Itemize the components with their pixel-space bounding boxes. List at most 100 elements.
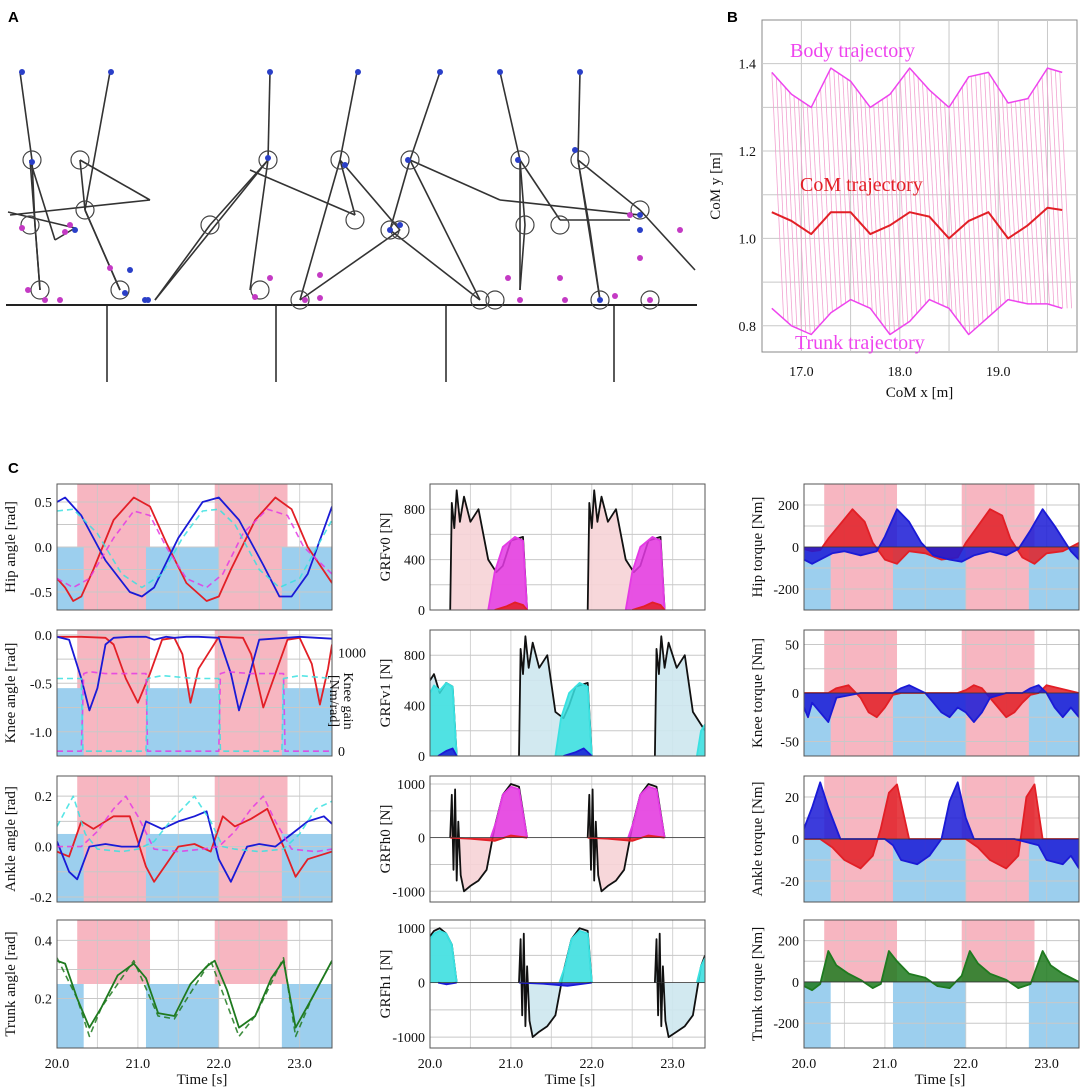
body-link-line	[1054, 70, 1068, 309]
limb-segment	[249, 169, 356, 216]
marker-blue	[637, 212, 643, 218]
body-link-line	[970, 76, 984, 322]
stance-left-band	[57, 984, 84, 1048]
body-link-line	[930, 91, 944, 306]
joint-ring	[400, 150, 420, 170]
marker-blue	[437, 69, 443, 75]
body-link-line	[1019, 100, 1033, 304]
marker-magenta	[647, 297, 653, 303]
body-link-line	[1050, 69, 1064, 309]
plot-c-ankle-torque: 20 0 -20 Ankle torque [Nm]	[750, 775, 1080, 903]
body-link-line	[868, 106, 882, 323]
marker-magenta	[317, 272, 323, 278]
marker-blue	[72, 227, 78, 233]
series-line-toe	[430, 682, 458, 756]
y-tick-label: -1.0	[30, 726, 52, 741]
stance-right-band	[214, 776, 288, 902]
y-tick-label: -200	[773, 1017, 799, 1032]
series-fill-left	[804, 782, 1079, 869]
plot-c-ankle-angle: 0.2 0.0 -0.2 Ankle angle [rad]	[3, 775, 333, 906]
y-tick-label: 0	[792, 541, 799, 556]
series-line-toe	[430, 930, 458, 983]
body-link-line	[860, 94, 873, 311]
marker-blue	[387, 227, 393, 233]
y-tick-label: 0	[792, 976, 799, 991]
joint-ring	[110, 280, 130, 300]
body-link-line	[895, 86, 909, 323]
limb-segment	[299, 229, 401, 301]
series-line-total-2	[518, 927, 593, 1038]
y2-tick-label: 0	[338, 745, 345, 760]
joint-ring	[200, 215, 220, 235]
series-line-toe-3	[696, 957, 705, 983]
y-tick-label: 0.2	[35, 790, 53, 805]
marker-magenta	[637, 255, 643, 261]
series-line-left-gain	[57, 674, 332, 752]
series-line-right-gain	[57, 670, 332, 752]
joint-ring	[515, 215, 535, 235]
y-tick-label: -0.2	[30, 891, 52, 906]
marker-blue	[145, 297, 151, 303]
body-link-line	[913, 72, 926, 304]
series-trunk-trajectory	[771, 298, 1063, 336]
y-tick-label: -50	[780, 735, 799, 750]
body-link-line	[984, 73, 997, 311]
body-link-line	[780, 82, 793, 327]
plot-area	[804, 484, 1079, 610]
joint-ring	[380, 220, 400, 240]
body-link-line	[891, 92, 904, 326]
y-axis-label: Knee angle [rad]	[3, 643, 19, 744]
y-tick-label: 200	[778, 499, 799, 514]
series-line-toe-3	[696, 724, 705, 756]
y-axis-label: Ankle torque [Nm]	[750, 782, 766, 897]
y-axis-label: GRFh1 [N]	[378, 950, 394, 1019]
y-tick-label: 1.2	[739, 145, 757, 160]
series-fill-total-3	[654, 636, 705, 756]
body-link-line	[917, 77, 931, 300]
series-fill-toe-2	[625, 536, 665, 610]
series-fill-toe	[490, 786, 528, 838]
body-link-line	[953, 100, 966, 330]
body-link-line	[1006, 100, 1019, 302]
marker-blue	[108, 69, 114, 75]
series-line-heel-2	[518, 981, 592, 987]
body-link-line	[846, 78, 860, 304]
body-link-line	[1032, 90, 1046, 304]
stance-left-band	[804, 981, 831, 1048]
limb-segment	[339, 71, 358, 161]
marker-blue	[342, 162, 348, 168]
gait-analysis-grid: 0.5 0.0 -0.5 Hip angle [rad] 0.0 -0.5 -1.0 1000…	[3, 483, 1080, 1072]
limb-segment	[577, 71, 581, 161]
x-tick-label: 22.0	[580, 1057, 605, 1072]
body-link-line	[1028, 97, 1041, 304]
x-tick-label: 22.0	[207, 1057, 232, 1072]
joint-ring	[258, 150, 278, 170]
y-tick-label: 0.0	[35, 841, 53, 856]
plot-c-hip-angle: 0.5 0.0 -0.5 Hip angle [rad]	[3, 483, 333, 611]
body-link-line	[811, 106, 824, 321]
series-fill-toe-2	[555, 682, 592, 756]
body-link-line	[899, 80, 913, 319]
limb-segment	[499, 199, 641, 216]
y-tick-label: 0.4	[35, 934, 53, 949]
body-link-line	[824, 79, 838, 309]
plot-frame	[56, 775, 333, 903]
series-line-left-ref	[57, 508, 332, 589]
y-axis-label: GRFv1 [N]	[378, 659, 394, 728]
marker-blue	[577, 69, 583, 75]
marker-magenta	[517, 297, 523, 303]
y-tick-label: 0.0	[35, 541, 53, 556]
joint-ring	[470, 290, 490, 310]
plot-area	[804, 920, 1079, 1048]
x-tick-label: 21.0	[126, 1057, 151, 1072]
walker-stick-figure	[6, 69, 697, 382]
series-line-left	[57, 496, 332, 598]
body-link-line	[771, 72, 785, 319]
limb-segment	[339, 159, 401, 231]
marker-magenta	[267, 275, 273, 281]
joint-ring	[485, 290, 505, 310]
series-fill-toe	[488, 536, 528, 610]
limb-segment	[79, 159, 86, 211]
body-link-line	[935, 95, 948, 308]
body-link-line	[992, 80, 1006, 303]
